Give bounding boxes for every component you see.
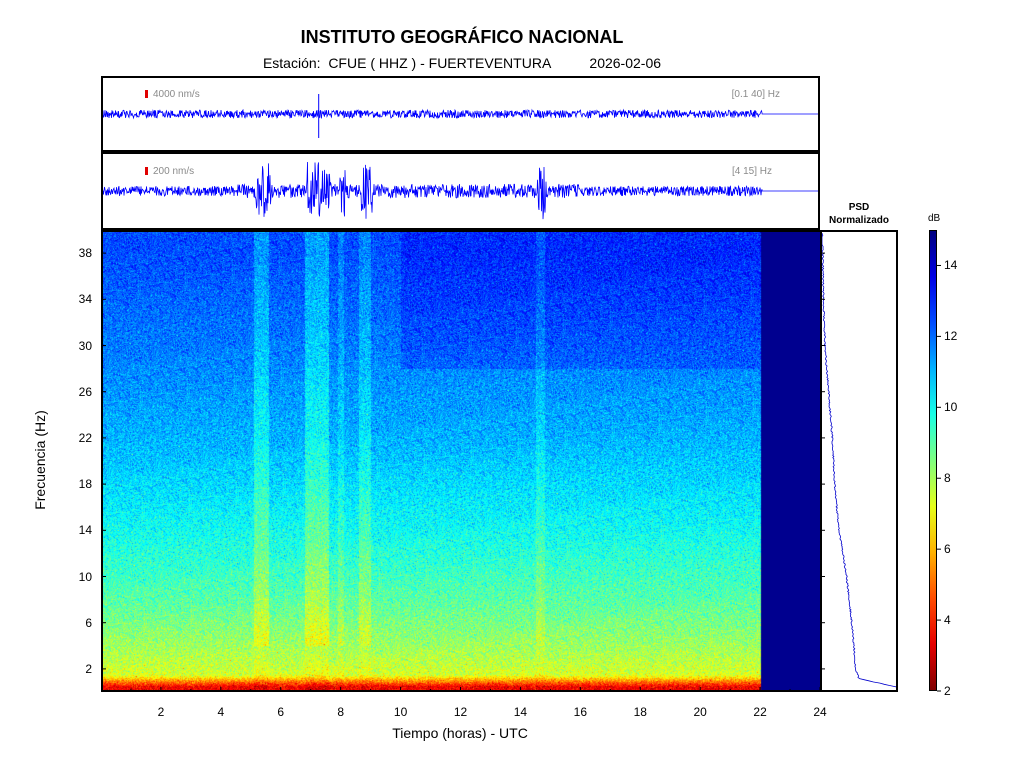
x-tick-label: 6 [277,705,285,719]
x-tick-label: 10 [393,705,408,719]
y-tick-label: 30 [78,338,92,353]
seismogram-filtered-panel: 200 nm/s [4 15] Hz [101,152,820,230]
seismogram-broadband-panel: 4000 nm/s [0.1 40] Hz [101,76,820,152]
colorbar-tick-label: 10 [944,400,958,415]
seismogram-filtered-trace [103,161,818,220]
psd-title-line2: Normalizado [828,215,889,226]
psd-title-line1: PSD [848,202,870,213]
y-tick-label: 6 [85,615,92,630]
x-tick-label: 2 [157,705,165,719]
x-tick-label: 22 [753,705,767,719]
spectrogram-frame [101,230,820,692]
psd-panel [820,230,898,692]
psd-line [822,232,896,688]
colorbar-tick-label: 14 [944,258,958,273]
x-tick-label: 16 [573,705,587,719]
trace-top-band-label: [0.1 40] Hz [731,89,780,100]
x-tick-label: 20 [693,705,707,719]
y-tick-label: 10 [78,569,92,584]
y-tick-label: 14 [78,523,92,538]
spectrogram-heatmap [101,230,820,692]
psd-curve [822,232,896,688]
y-axis-label: Frecuencia (Hz) [32,410,48,510]
colorbar-tick-label: 6 [944,542,951,557]
y-tick-label: 22 [78,430,92,445]
x-tick-label: 8 [337,705,344,719]
colorbar-tick-label: 2 [944,684,951,698]
y-tick-label: 26 [78,384,92,399]
scale-bar-icon [145,167,148,175]
psd-title: PSD Normalizado [820,201,898,227]
y-tick-label: 34 [78,292,92,307]
colorbar-tick-label: 4 [944,613,951,628]
x-axis-label: Tiempo (horas) - UTC [392,725,528,741]
x-tick-label: 12 [453,705,468,719]
colorbar-tick-label: 8 [944,471,951,486]
seismogram-broadband-trace [103,94,818,138]
x-tick-label: 24 [813,705,827,719]
y-tick-label: 38 [78,246,92,261]
trace-top-scale-label: 4000 nm/s [153,89,200,100]
y-tick-label: 18 [78,477,92,492]
trace-bottom-scale-label: 200 nm/s [153,166,195,177]
colorbar-tick-label: 12 [944,329,958,344]
page-title: INSTITUTO GEOGRÁFICO NACIONAL [300,27,624,47]
x-tick-label: 4 [217,705,225,719]
scale-bar-icon [145,90,148,98]
x-tick-label: 14 [513,705,528,719]
y-tick-label: 2 [85,661,92,676]
colorbar [929,230,937,691]
trace-waveform [103,161,818,220]
trace-waveform [103,108,818,120]
colorbar-unit: dB [928,213,941,224]
station-subtitle: Estación: CFUE ( HHZ ) - FUERTEVENTURA 2… [262,55,662,71]
x-tick-label: 18 [633,705,647,719]
trace-bottom-band-label: [4 15] Hz [731,166,772,177]
